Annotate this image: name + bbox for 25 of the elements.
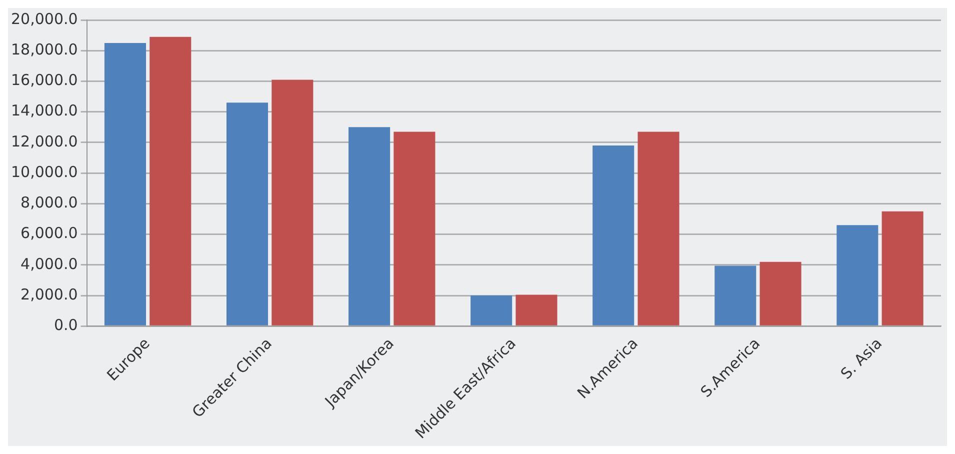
bar [760, 262, 802, 326]
bar [150, 36, 192, 326]
bar [592, 146, 634, 326]
bar [714, 266, 756, 326]
y-tick-label: 8,000.0 [20, 194, 78, 212]
y-tick-label: 10,000.0 [11, 162, 78, 181]
y-tick-label: 12,000.0 [11, 132, 78, 150]
bar [104, 42, 146, 326]
y-tick-label: 2,000.0 [20, 285, 78, 304]
y-tick-label: 16,000.0 [11, 71, 78, 90]
bar [226, 102, 268, 326]
y-tick-label: 18,000.0 [11, 40, 78, 59]
bar [348, 127, 390, 326]
y-tick-label: 0.0 [54, 316, 78, 334]
bar [638, 132, 680, 326]
y-tick-label: 14,000.0 [11, 102, 78, 120]
bar [836, 225, 878, 326]
bar [882, 211, 924, 326]
y-tick-label: 20,000.0 [11, 10, 78, 28]
bar [272, 80, 314, 326]
y-tick-label: 4,000.0 [20, 254, 78, 273]
bar [394, 132, 436, 326]
y-tick-label: 6,000.0 [20, 224, 78, 242]
bar [516, 294, 558, 326]
bar [470, 296, 512, 326]
